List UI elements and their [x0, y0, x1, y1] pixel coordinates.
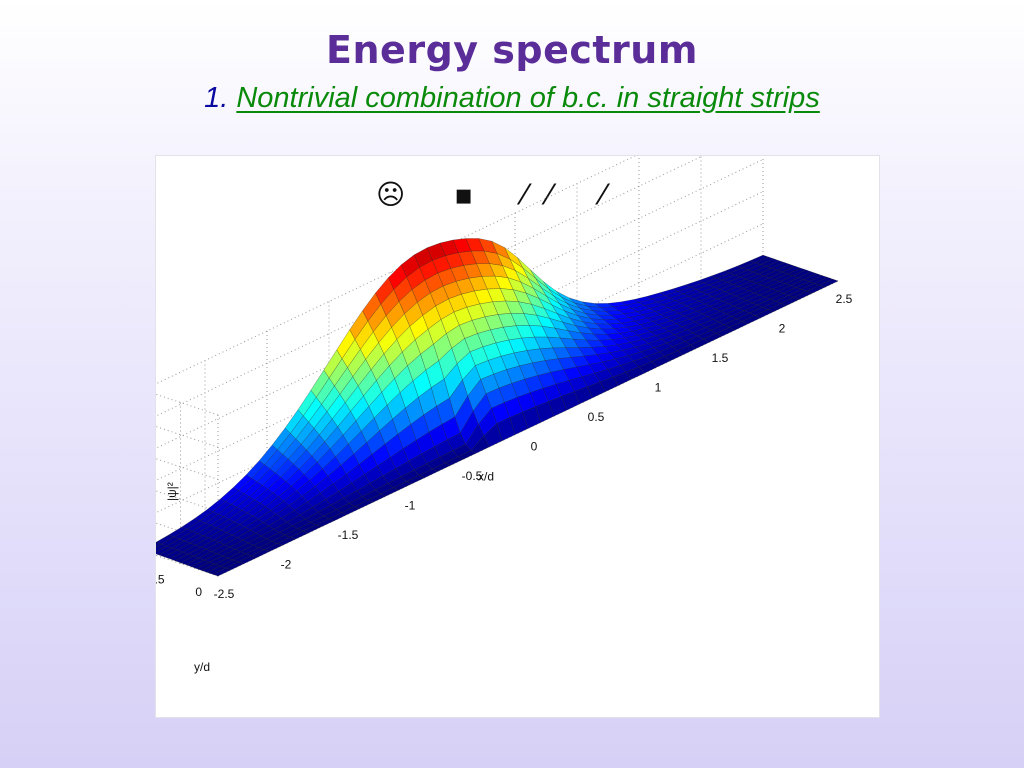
tick-labels: -2.5-2-1.5-1-0.500.511.522.500.5100.10.2…	[156, 292, 853, 601]
x-tick-label: 2.5	[836, 292, 853, 306]
surface-cell	[819, 278, 839, 288]
y-tick-label: 0	[195, 585, 202, 599]
x-tick-label: 2	[779, 322, 786, 336]
surface-plot: -2.5-2-1.5-1-0.500.511.522.500.5100.10.2…	[156, 156, 853, 674]
surface-mesh	[156, 238, 839, 577]
figure-panel: ☹ ▪ ⁄⁄ ⁄ -2.5 -2 -1.5 -1 -0.5 0 0.5 1 1.5 2 2.5 0 0.…	[155, 155, 880, 718]
subtitle-number: 1.	[204, 82, 229, 114]
x-tick-label: -0.5	[462, 469, 483, 483]
x-tick-label: 1.5	[712, 351, 729, 365]
x-tick-label: -1.5	[338, 528, 359, 542]
slide-subtitle: 1. Nontrivial combination of b.c. in stra…	[0, 82, 1024, 115]
x-tick-label: 0	[531, 440, 538, 454]
subtitle-link[interactable]: Nontrivial combination of b.c. in straig…	[236, 82, 820, 114]
z-axis-label: |ψ|²	[165, 482, 179, 501]
x-tick-label: 1	[655, 381, 662, 395]
x-tick-label: -2	[281, 558, 292, 572]
x-tick-label: -1	[405, 499, 416, 513]
x-tick-label: 0.5	[588, 410, 605, 424]
figure-header-symbols: ☹ ▪ ⁄⁄ ⁄	[376, 178, 625, 211]
y-axis-label: y/d	[194, 660, 210, 674]
y-tick-label: 0.5	[156, 573, 165, 587]
x-axis-label: x/d	[478, 470, 494, 484]
x-tick-label: -2.5	[214, 587, 235, 601]
slide-title: Energy spectrum	[326, 28, 698, 72]
